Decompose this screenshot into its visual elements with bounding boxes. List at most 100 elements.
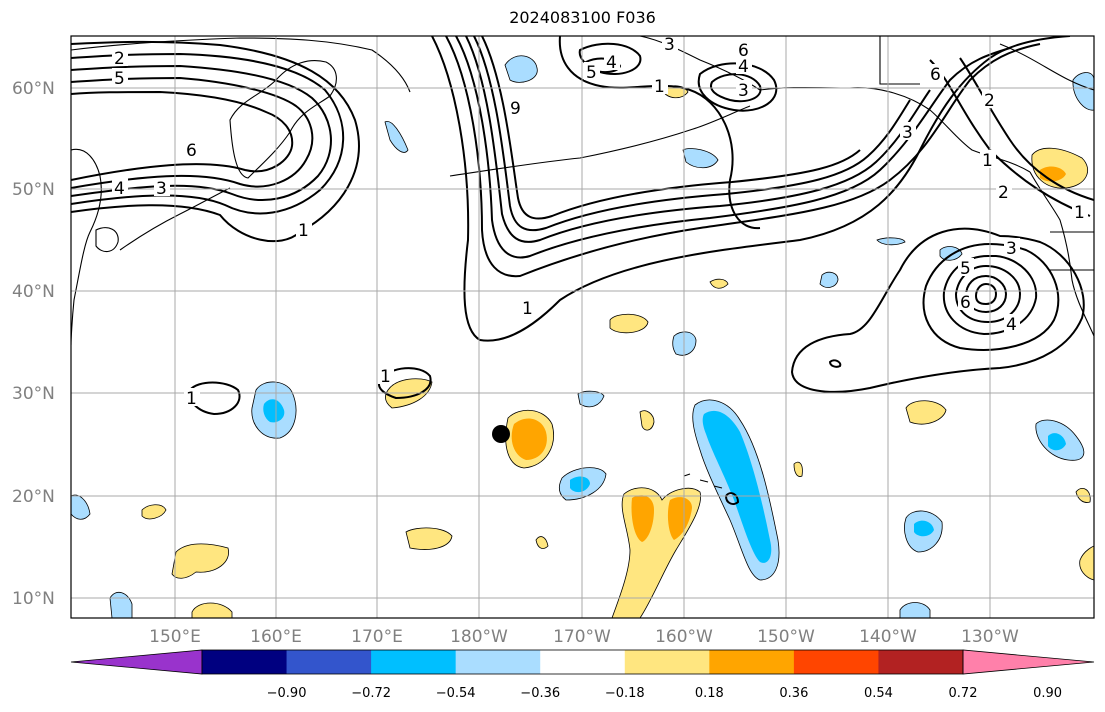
contour-label: 4 bbox=[606, 53, 617, 73]
coastlines bbox=[71, 36, 1094, 489]
lon-label: 140°W bbox=[859, 627, 917, 647]
contour-ne-1 bbox=[790, 227, 1085, 393]
shade-yellow-21n-b bbox=[793, 461, 803, 477]
contour-label: 5 bbox=[960, 259, 971, 279]
lat-label: 40°N bbox=[12, 282, 55, 302]
contour-label: 1 bbox=[654, 77, 665, 97]
lon-label: 170°E bbox=[351, 627, 403, 647]
contour-label: 3 bbox=[156, 179, 167, 199]
plot-frame bbox=[70, 35, 1095, 619]
contour-label: 5 bbox=[586, 63, 597, 83]
contour-label: 2 bbox=[984, 91, 995, 111]
shade-blue-aleutian bbox=[384, 121, 409, 153]
contour-c-5 bbox=[473, 36, 911, 232]
colorbar-tick-label: −0.90 bbox=[267, 686, 307, 701]
contour-label: 1 bbox=[298, 221, 309, 241]
coast-hawaii-3 bbox=[713, 485, 723, 489]
colorbar-segment bbox=[455, 650, 541, 674]
shade-blue-40n-b bbox=[819, 271, 839, 288]
contour-c-6 bbox=[481, 36, 861, 220]
contour-lines bbox=[71, 36, 1094, 505]
coast-alaska-n bbox=[879, 36, 920, 85]
contour-label: 1 bbox=[982, 151, 993, 171]
shade-yellow-35n bbox=[609, 313, 649, 334]
colorbar-extend-high bbox=[962, 649, 1095, 675]
contour-label: 4 bbox=[738, 57, 749, 77]
coast-hawaii-2 bbox=[699, 479, 709, 483]
colorbar-tick-label: 0.72 bbox=[949, 686, 978, 701]
colorbar-segment bbox=[540, 650, 626, 674]
colorbar-tick-label: −0.54 bbox=[436, 686, 476, 701]
contour-label: 6 bbox=[186, 141, 197, 161]
contour-bering-3 bbox=[710, 73, 762, 103]
contour-label: 2 bbox=[998, 183, 1009, 203]
shade-blue-10n-w bbox=[109, 591, 133, 618]
colorbar-extend-low bbox=[70, 649, 203, 675]
contour-ne-3 bbox=[942, 255, 1038, 336]
shade-yellow-16n bbox=[535, 536, 549, 549]
colorbar-tick-label: 0.90 bbox=[1033, 686, 1062, 701]
coast-kurils bbox=[119, 187, 231, 251]
contour-small-3 bbox=[828, 359, 842, 368]
shade-yellow-15n-e bbox=[1079, 545, 1094, 581]
shade-cyan-hawaii bbox=[702, 410, 772, 563]
colorbar-tick-label: 0.36 bbox=[779, 686, 808, 701]
colorbar-segment bbox=[624, 650, 710, 674]
contour-label: 6 bbox=[738, 41, 749, 61]
colorbar-segment bbox=[286, 650, 372, 674]
contour-small-2 bbox=[378, 367, 432, 400]
coast-japan bbox=[71, 148, 102, 346]
contour-label-group: 2 5 6 4 3 1 9 1 1 3 4 6 5 4 bbox=[112, 36, 1088, 409]
coast-hokkaido bbox=[95, 227, 119, 253]
contour-nw-2 bbox=[71, 52, 345, 215]
contour-c-2 bbox=[445, 36, 1041, 278]
contour-label: 1 bbox=[380, 367, 391, 387]
shade-blue-29n bbox=[577, 390, 605, 408]
lon-label: 160°E bbox=[250, 627, 302, 647]
shade-blue-10n-e bbox=[899, 602, 931, 618]
lon-label: 170°W bbox=[553, 627, 611, 647]
contour-ne-5 bbox=[964, 274, 1008, 314]
shade-blue-canada bbox=[1072, 72, 1094, 111]
lon-label: 130°W bbox=[961, 627, 1019, 647]
colorbar-segment bbox=[202, 650, 288, 674]
contour-label: 4 bbox=[1006, 315, 1017, 335]
contour-label: 1 bbox=[522, 299, 533, 319]
shaded-fields bbox=[71, 55, 1094, 618]
shade-yellow-30n-e bbox=[905, 400, 947, 425]
lon-label: 160°W bbox=[655, 627, 713, 647]
shade-blue-gulf bbox=[682, 148, 719, 169]
contour-ne-2 bbox=[922, 242, 1060, 351]
shade-blue-40n bbox=[876, 237, 906, 246]
contour-c-4 bbox=[465, 36, 931, 243]
coast-aleutians bbox=[449, 105, 751, 177]
colorbar-frame bbox=[201, 649, 964, 675]
lon-label: 180°W bbox=[450, 627, 508, 647]
colorbar-segment bbox=[793, 650, 879, 674]
contour-label: 3 bbox=[1006, 239, 1017, 259]
lat-label: 30°N bbox=[12, 384, 55, 404]
contour-bering-1 bbox=[558, 36, 761, 230]
map-title: 2024083100 F036 bbox=[509, 8, 656, 27]
coast-bc bbox=[1029, 171, 1094, 337]
colorbar-tick-label: 0.54 bbox=[864, 686, 893, 701]
lat-label: 10°N bbox=[12, 589, 55, 609]
colorbar-segment bbox=[371, 650, 457, 674]
colorbar-tick-label: −0.36 bbox=[520, 686, 560, 701]
shade-yellow-20n-w bbox=[141, 504, 167, 520]
coast-hawaii-1 bbox=[683, 473, 691, 477]
contour-label: 9 bbox=[510, 99, 521, 119]
contour-nw-3 bbox=[71, 64, 332, 201]
contour-nw-5 bbox=[71, 90, 294, 181]
contour-label: 4 bbox=[114, 179, 125, 199]
colorbar-segment bbox=[878, 650, 964, 674]
shade-yellow-13n-w bbox=[171, 543, 229, 579]
contour-label: 6 bbox=[960, 293, 971, 313]
shade-orange-plume-a bbox=[631, 495, 654, 542]
contour-label: 1 bbox=[1074, 203, 1085, 223]
lat-label: 50°N bbox=[12, 180, 55, 200]
shade-blue-40n-c bbox=[939, 246, 963, 261]
colorbar-tick-label: −0.18 bbox=[605, 686, 645, 701]
contour-c-1 bbox=[431, 36, 1071, 342]
